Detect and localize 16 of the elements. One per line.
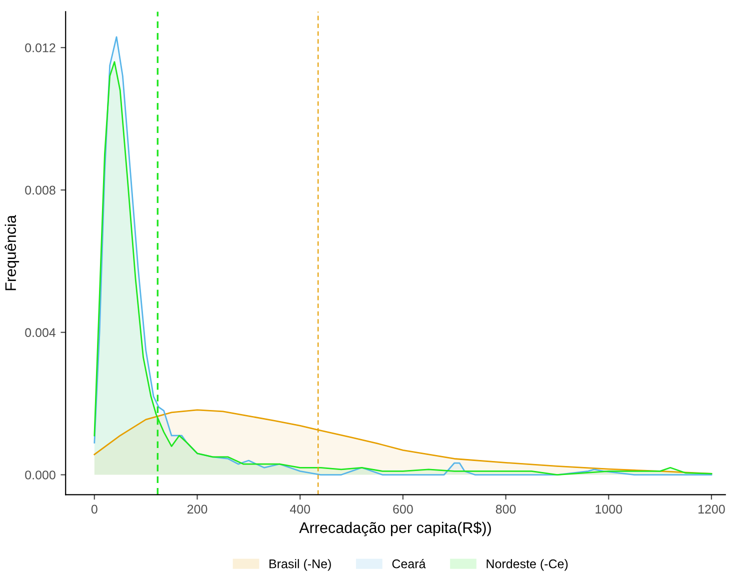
x-tick-label: 600 <box>393 504 413 514</box>
legend-label: Nordeste (-Ce) <box>486 559 568 571</box>
x-tick-label: 800 <box>496 504 516 514</box>
x-tick-label: 1200 <box>698 504 725 514</box>
x-axis-title: Arrecadação per capita(R$)) <box>299 522 491 536</box>
x-tick-label: 400 <box>290 504 310 514</box>
legend-label: Brasil (-Ne) <box>270 559 331 571</box>
x-tick-label: 200 <box>187 504 208 514</box>
y-tick-label: 0.012 <box>25 43 56 52</box>
y-tick-label: 0.008 <box>25 186 56 195</box>
y-tick-label: 0.000 <box>25 470 56 480</box>
x-tick-label: 0 <box>91 504 98 514</box>
x-tick-label: 1000 <box>596 504 622 514</box>
y-axis-title: Frequência <box>4 214 20 290</box>
y-tick-label: 0.004 <box>25 328 56 338</box>
legend-label: Ceará <box>392 558 426 568</box>
